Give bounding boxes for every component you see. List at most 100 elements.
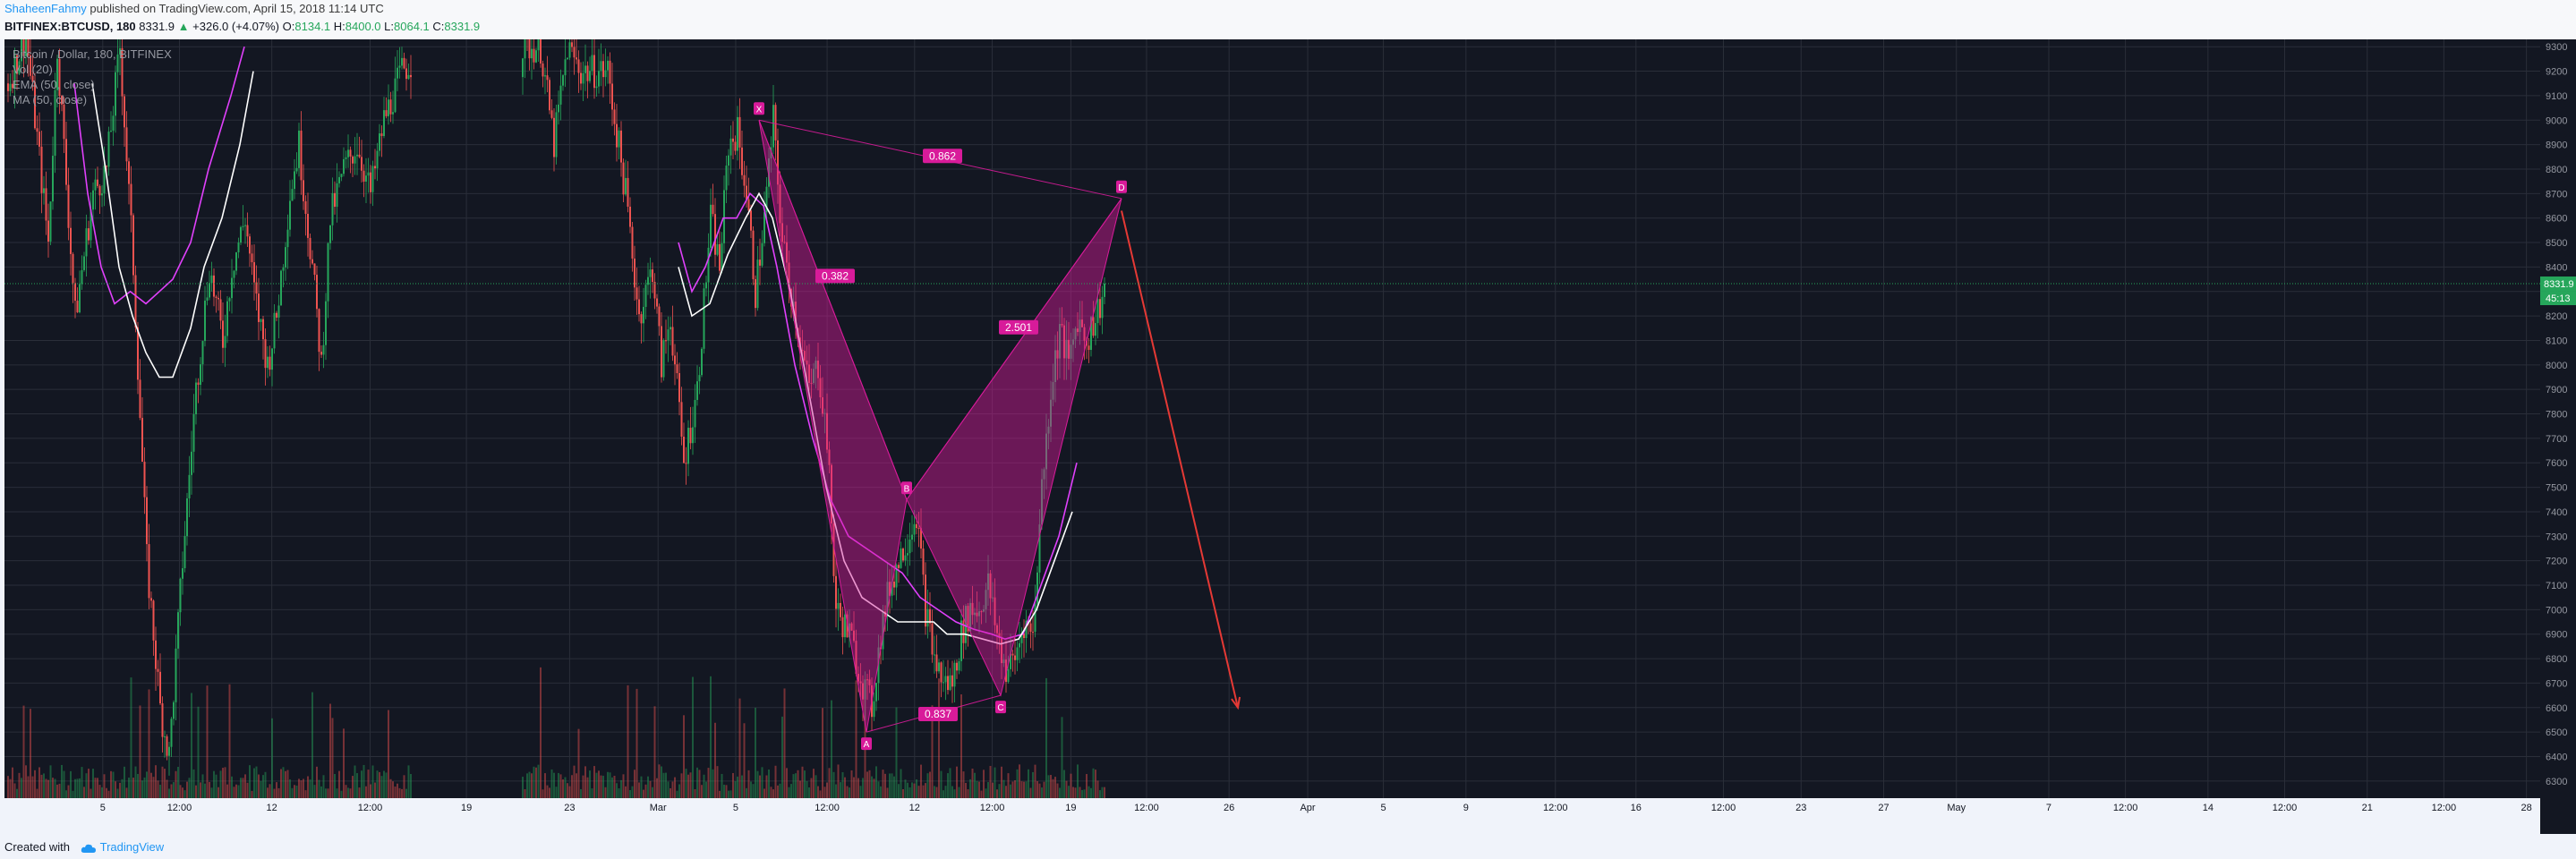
harmonic-point-label: B bbox=[904, 484, 910, 494]
candle-body bbox=[188, 474, 191, 498]
volume-bar bbox=[38, 767, 40, 798]
candle-body bbox=[559, 85, 562, 105]
candle-body bbox=[289, 200, 291, 230]
volume-bar bbox=[9, 778, 12, 798]
volume-bar bbox=[951, 786, 953, 798]
volume-bar bbox=[1043, 781, 1045, 798]
volume-bar bbox=[1063, 770, 1065, 798]
volume-bar bbox=[345, 785, 347, 798]
volume-bar bbox=[635, 688, 638, 798]
candle-body bbox=[1043, 469, 1045, 480]
time-tick-label: 5 bbox=[100, 803, 106, 813]
volume-bar bbox=[917, 786, 920, 798]
candle-body bbox=[962, 620, 965, 643]
volume-bar bbox=[246, 782, 249, 798]
volume-bar bbox=[631, 786, 634, 798]
volume-bar bbox=[88, 769, 90, 798]
candle-body bbox=[376, 150, 379, 169]
volume-bar bbox=[832, 771, 835, 798]
volume-bar bbox=[1056, 783, 1059, 798]
volume-bar bbox=[728, 790, 729, 798]
volume-bar bbox=[535, 767, 537, 798]
volume-bar bbox=[276, 782, 277, 798]
ema-line bbox=[73, 46, 245, 305]
volume-bar bbox=[318, 779, 320, 798]
candle-body bbox=[987, 573, 989, 591]
time-tick-label: 12 bbox=[909, 803, 920, 813]
volume-bar bbox=[989, 765, 992, 798]
volume-bar bbox=[304, 790, 307, 798]
volume-bar bbox=[743, 723, 746, 798]
candle-body bbox=[817, 361, 819, 378]
volume-bar bbox=[611, 777, 613, 798]
volume-bar bbox=[401, 788, 403, 798]
volume-bar bbox=[777, 785, 779, 798]
candle-body bbox=[367, 172, 370, 176]
candle-body bbox=[665, 340, 667, 342]
candle-body bbox=[18, 61, 21, 74]
volume-bar bbox=[1028, 769, 1029, 798]
price-chart[interactable]: 6300 6400 6500 6600 6700 6800 6900 7000 7100 7200… bbox=[0, 39, 2576, 834]
volume-bar bbox=[336, 788, 338, 798]
volume-bar bbox=[213, 770, 215, 798]
volume-bar bbox=[106, 787, 107, 798]
candle-body bbox=[835, 575, 837, 609]
volume-bar bbox=[262, 775, 264, 798]
volume-bar bbox=[356, 773, 358, 798]
candle-body bbox=[873, 701, 875, 718]
volume-bar bbox=[922, 785, 925, 798]
volume-bar bbox=[294, 785, 295, 798]
volume-bar bbox=[161, 766, 164, 798]
volume-bar bbox=[128, 778, 130, 798]
candle-body bbox=[593, 55, 595, 89]
volume-bar bbox=[1019, 764, 1020, 798]
volume-bar bbox=[804, 770, 806, 798]
volume-bar bbox=[1034, 764, 1036, 798]
volume-bar bbox=[772, 789, 774, 798]
candle-body bbox=[1095, 323, 1096, 336]
candle-body bbox=[260, 319, 262, 322]
volume-bar bbox=[613, 776, 616, 798]
candle-body bbox=[331, 192, 334, 225]
candle-body bbox=[79, 284, 81, 313]
volume-bar bbox=[971, 768, 974, 798]
publication-header: ShaheenFahmy published on TradingView.co… bbox=[0, 0, 2576, 39]
candle-body bbox=[141, 417, 143, 463]
candle-body bbox=[137, 327, 139, 380]
volume-bar bbox=[568, 786, 571, 798]
volume-bar bbox=[550, 769, 553, 798]
volume-bar bbox=[553, 772, 555, 798]
volume-bar bbox=[953, 789, 956, 798]
candle-body bbox=[656, 298, 658, 307]
volume-bar bbox=[683, 715, 685, 798]
volume-bar bbox=[813, 769, 815, 798]
volume-bar bbox=[992, 782, 994, 798]
volume-bar bbox=[808, 787, 810, 798]
volume-bar bbox=[533, 766, 535, 798]
volume-bar bbox=[43, 773, 45, 798]
volume-bar bbox=[1074, 787, 1077, 798]
candle-body bbox=[320, 352, 322, 355]
volume-bar bbox=[388, 710, 389, 798]
candle-body bbox=[571, 42, 573, 47]
candle-body bbox=[249, 236, 251, 254]
volume-bar bbox=[687, 774, 689, 798]
candle-body bbox=[325, 301, 327, 345]
volume-bar bbox=[21, 778, 22, 798]
volume-bar bbox=[1020, 781, 1023, 798]
tradingview-brand-link[interactable]: TradingView bbox=[99, 840, 165, 854]
volume-bar bbox=[770, 787, 772, 798]
candle-body bbox=[398, 65, 401, 68]
volume-bar bbox=[101, 787, 103, 798]
countdown-box bbox=[2540, 291, 2576, 306]
chart-area[interactable]: 6300 6400 6500 6600 6700 6800 6900 7000 7100 7200… bbox=[0, 39, 2576, 834]
candle-body bbox=[580, 72, 582, 84]
price-tick-label: 7300 bbox=[2546, 532, 2567, 542]
author-link[interactable]: ShaheenFahmy bbox=[4, 2, 87, 15]
volume-bar bbox=[828, 768, 831, 798]
volume-bar bbox=[334, 773, 336, 798]
volume-bar bbox=[707, 768, 710, 798]
candle-body bbox=[347, 149, 349, 157]
candle-body bbox=[868, 679, 871, 685]
candle-body bbox=[371, 166, 374, 192]
